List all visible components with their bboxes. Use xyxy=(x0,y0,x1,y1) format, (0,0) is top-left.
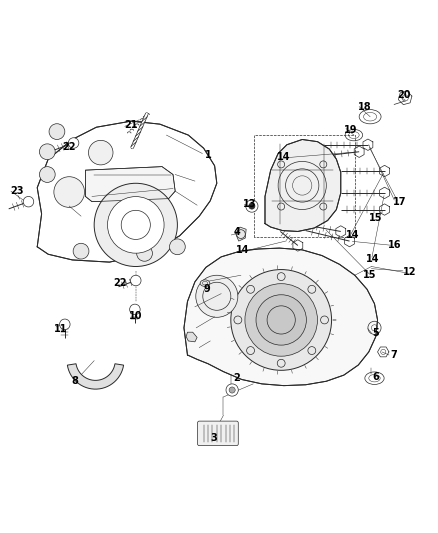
Text: 18: 18 xyxy=(357,102,371,111)
Circle shape xyxy=(231,270,332,370)
Text: 2: 2 xyxy=(233,373,240,383)
Text: 14: 14 xyxy=(277,152,290,162)
Circle shape xyxy=(107,197,164,253)
Text: 1: 1 xyxy=(205,150,212,160)
Circle shape xyxy=(49,124,65,140)
Ellipse shape xyxy=(200,280,210,286)
Circle shape xyxy=(39,144,55,159)
Circle shape xyxy=(68,138,79,148)
Text: 14: 14 xyxy=(367,254,380,264)
Polygon shape xyxy=(184,248,378,386)
Text: 11: 11 xyxy=(54,324,67,334)
Polygon shape xyxy=(265,140,341,231)
Text: 8: 8 xyxy=(71,376,78,386)
Text: 14: 14 xyxy=(346,230,359,240)
Text: 4: 4 xyxy=(233,228,240,237)
Text: 23: 23 xyxy=(10,186,23,196)
Circle shape xyxy=(170,239,185,255)
Circle shape xyxy=(131,275,141,286)
Circle shape xyxy=(60,319,70,329)
Text: 17: 17 xyxy=(393,197,406,207)
Text: 6: 6 xyxy=(372,372,379,382)
Circle shape xyxy=(196,275,238,317)
Text: 14: 14 xyxy=(237,245,250,255)
Polygon shape xyxy=(85,167,175,201)
Text: 9: 9 xyxy=(203,284,210,294)
Text: 21: 21 xyxy=(124,120,137,131)
Polygon shape xyxy=(186,332,197,342)
Text: 22: 22 xyxy=(63,142,76,152)
Text: 3: 3 xyxy=(210,433,217,443)
Text: 20: 20 xyxy=(397,90,410,100)
Text: 13: 13 xyxy=(243,199,256,209)
Polygon shape xyxy=(67,364,124,389)
Circle shape xyxy=(94,183,177,266)
Circle shape xyxy=(245,284,318,356)
FancyBboxPatch shape xyxy=(198,421,238,446)
Text: 5: 5 xyxy=(372,328,379,338)
Text: 15: 15 xyxy=(369,213,382,223)
Text: 10: 10 xyxy=(129,311,142,320)
Polygon shape xyxy=(37,121,217,262)
Circle shape xyxy=(39,167,55,182)
Circle shape xyxy=(130,304,140,314)
Circle shape xyxy=(256,295,307,345)
Circle shape xyxy=(229,387,235,393)
Text: 22: 22 xyxy=(114,278,127,288)
Circle shape xyxy=(23,197,34,207)
Circle shape xyxy=(88,140,113,165)
Circle shape xyxy=(246,200,258,212)
Circle shape xyxy=(54,177,85,207)
Circle shape xyxy=(137,246,152,261)
Circle shape xyxy=(249,203,255,209)
Circle shape xyxy=(73,243,89,259)
Circle shape xyxy=(226,384,238,396)
Text: 16: 16 xyxy=(388,240,401,249)
Text: 7: 7 xyxy=(390,350,397,360)
Text: 12: 12 xyxy=(403,266,416,277)
Text: 15: 15 xyxy=(364,270,377,280)
Text: 19: 19 xyxy=(344,125,357,135)
Polygon shape xyxy=(236,227,246,241)
